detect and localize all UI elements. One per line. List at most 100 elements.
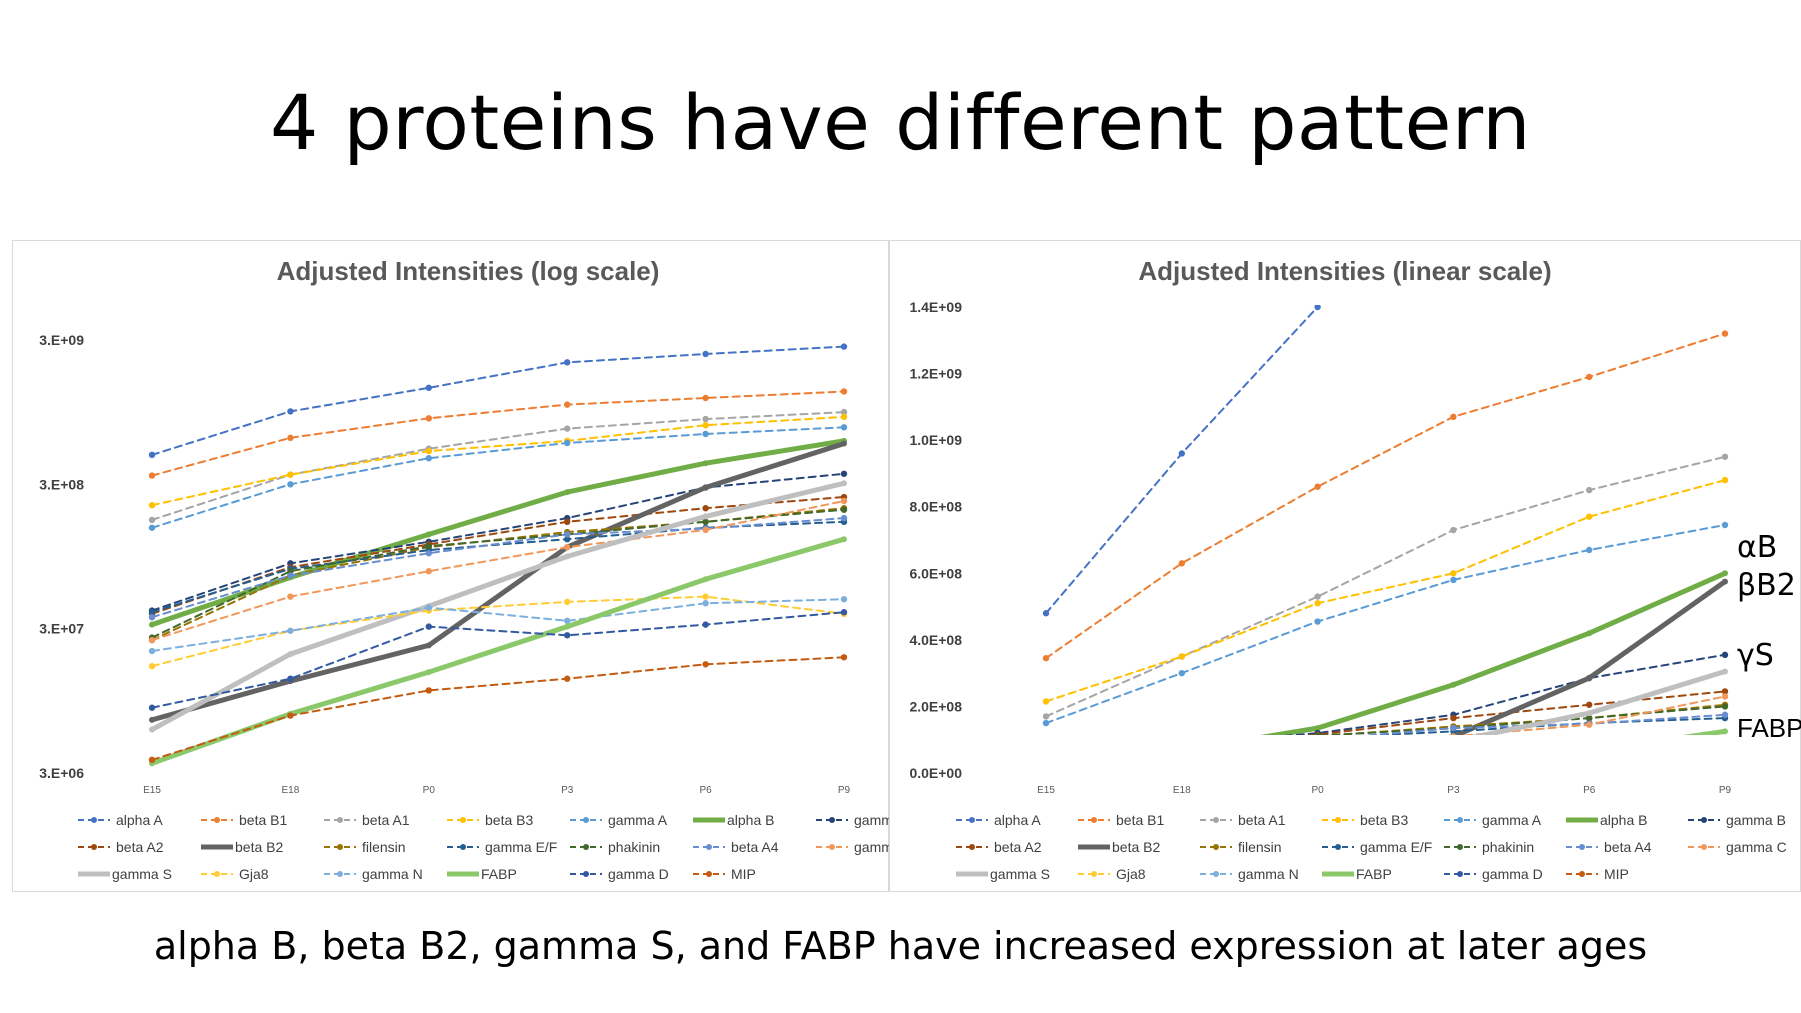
y-axis-ticks: 3.E+06 3.E+07 3.E+08 3.E+09 xyxy=(39,332,84,781)
legend: alpha A beta B1 beta A1 beta B3 gamma A alpha… xyxy=(956,812,1787,882)
data-point-beta-b3 xyxy=(1586,513,1593,520)
data-point-beta-a1 xyxy=(564,425,571,432)
legend-entry-alpha-b: alpha B xyxy=(1566,812,1647,828)
data-point-beta-b1 xyxy=(1178,560,1185,567)
series-line-alpha-b xyxy=(149,438,847,628)
legend-label: beta A4 xyxy=(731,839,779,855)
data-point-gamma-a xyxy=(1721,521,1729,529)
legend-marker xyxy=(1579,844,1585,850)
data-point-gamma-a xyxy=(287,481,294,488)
legend-label: beta B1 xyxy=(1116,812,1164,828)
legend-marker xyxy=(460,817,466,823)
data-point-beta-a4 xyxy=(1721,711,1729,718)
data-point-gamma-e-f xyxy=(148,609,156,616)
series-line-beta-a1 xyxy=(1045,455,1726,718)
data-point-alpha-a xyxy=(1314,305,1321,311)
x-axis-ticks: E15 E18 P0 P3 P6 P9 xyxy=(1037,785,1731,796)
data-point-gamma-s xyxy=(702,513,709,520)
legend-marker xyxy=(1213,817,1219,823)
data-point-beta-b1 xyxy=(1450,413,1457,421)
legend-entry-beta-a4: beta A4 xyxy=(693,839,779,855)
series-line-gamma-b xyxy=(151,472,845,612)
slide-subtitle: alpha B, beta B2, gamma S, and FABP have… xyxy=(153,924,1648,968)
legend-entry-beta-a2: beta A2 xyxy=(78,839,164,855)
legend-label: gamma B xyxy=(1726,812,1786,828)
y-tick-label: 3.E+06 xyxy=(39,765,84,781)
data-point-beta-b2 xyxy=(702,484,709,491)
data-point-beta-b3 xyxy=(1314,600,1321,607)
x-tick-label: P0 xyxy=(423,785,436,796)
data-point-gamma-s xyxy=(564,553,571,560)
data-point-gamma-n xyxy=(564,617,571,625)
y-tick-label: 3.E+09 xyxy=(39,332,84,348)
series-line-beta-a2 xyxy=(151,496,845,615)
series-line-gamma-c xyxy=(1457,695,1726,735)
y-tick-label: 6.0E+08 xyxy=(909,565,962,581)
annotation-alpha-b: αB xyxy=(1737,530,1777,565)
plot-area xyxy=(1042,305,1729,735)
data-point-mip xyxy=(840,654,848,661)
data-point-alpha-b xyxy=(564,489,571,496)
x-tick-label: P6 xyxy=(699,785,712,796)
data-point-beta-b1 xyxy=(840,388,848,395)
series-line-beta-b2 xyxy=(1447,579,1728,735)
series-line-gamma-a xyxy=(151,426,845,529)
data-point-beta-a1 xyxy=(1586,486,1593,494)
legend-entry-gamma-s: gamma S xyxy=(956,866,1050,882)
legend-entry-mip: MIP xyxy=(1566,866,1629,882)
data-point-gamma-n xyxy=(148,647,156,655)
data-point-beta-b3 xyxy=(840,413,848,421)
y-tick-label: 1.2E+09 xyxy=(909,366,962,382)
data-point-beta-b2 xyxy=(425,642,432,649)
data-point-gamma-a xyxy=(1586,546,1593,554)
legend-label: phakinin xyxy=(608,839,660,855)
series-line-gja8 xyxy=(151,595,845,668)
data-point-alpha-a xyxy=(148,451,156,459)
legend-entry-alpha-b: alpha B xyxy=(693,812,774,828)
series-line-gamma-b xyxy=(1283,653,1726,735)
data-point-alpha-b xyxy=(1586,630,1593,637)
data-point-beta-a4 xyxy=(287,572,294,579)
legend-marker xyxy=(1457,844,1463,850)
legend-entry-gamma-c: gamma C xyxy=(1688,839,1787,855)
data-point-gamma-d xyxy=(425,623,432,630)
legend-entry-phakinin: phakinin xyxy=(1444,839,1534,855)
annotation-beta-b2: βB2 xyxy=(1737,568,1796,603)
data-point-phakinin xyxy=(840,506,848,513)
legend-label: Gja8 xyxy=(239,866,269,882)
legend-marker xyxy=(1701,817,1707,823)
x-tick-label: E18 xyxy=(1173,785,1191,796)
legend-label: filensin xyxy=(1238,839,1282,855)
data-point-alpha-b xyxy=(425,531,432,538)
y-tick-label: 3.E+07 xyxy=(39,621,84,637)
legend-label: gamma N xyxy=(362,866,423,882)
legend-entry-gamma-a: gamma A xyxy=(1444,812,1542,828)
x-tick-label: P6 xyxy=(1583,785,1596,796)
legend-entry-beta-a2: beta A2 xyxy=(956,839,1042,855)
legend-entry-beta-b1: beta B1 xyxy=(1078,812,1164,828)
data-point-beta-a1 xyxy=(840,408,848,416)
data-point-gamma-a xyxy=(564,439,571,447)
data-point-gamma-a xyxy=(1314,618,1321,625)
legend-label: gamma B xyxy=(854,812,889,828)
legend-entry-gamma-d: gamma D xyxy=(1444,866,1543,882)
series-line-beta-b3 xyxy=(151,415,845,507)
legend-label: alpha A xyxy=(116,812,163,828)
data-point-beta-a1 xyxy=(148,516,156,524)
legend-label: gamma A xyxy=(608,812,668,828)
legend-label: gamma S xyxy=(990,866,1050,882)
x-tick-label: P9 xyxy=(1719,785,1732,796)
data-point-mip xyxy=(702,661,709,668)
data-point-phakinin xyxy=(1314,732,1321,735)
data-point-beta-a4 xyxy=(148,614,156,621)
legend-entry-gamma-c: gamma C xyxy=(816,839,889,855)
data-point-gamma-a xyxy=(1042,719,1050,727)
series-line-beta-a1 xyxy=(151,411,845,521)
legend-label: Gja8 xyxy=(1116,866,1146,882)
data-point-beta-b3 xyxy=(1721,476,1729,484)
data-point-alpha-a xyxy=(1042,610,1050,617)
data-point-beta-a2 xyxy=(564,518,571,526)
data-point-beta-b2 xyxy=(149,716,155,723)
data-point-fabp xyxy=(1722,728,1728,735)
